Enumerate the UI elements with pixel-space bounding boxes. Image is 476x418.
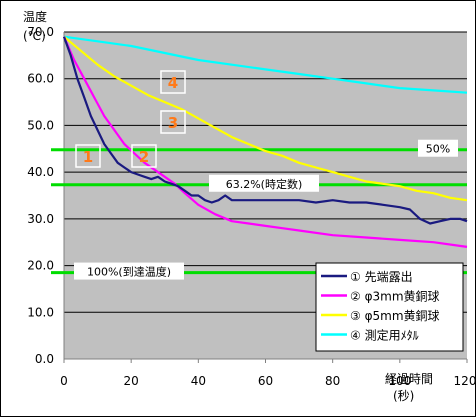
x-tick-label: 120 bbox=[454, 374, 476, 388]
reference-label-box bbox=[418, 139, 458, 157]
reference-label: 100%(到達温度) bbox=[87, 265, 171, 279]
series-marker-box bbox=[160, 70, 186, 94]
reference-label: 63.2%(時定数) bbox=[226, 177, 303, 191]
legend-entry: ② φ3mm黄銅球 bbox=[350, 290, 440, 304]
y-tick-label: 10.0 bbox=[27, 305, 54, 319]
x-tick-label: 40 bbox=[191, 374, 206, 388]
y-tick-label: 70.0 bbox=[27, 25, 54, 39]
x-tick-label: 80 bbox=[325, 374, 340, 388]
legend-entry: ① 先端露出 bbox=[350, 270, 413, 284]
series-line bbox=[63, 35, 468, 94]
legend-box bbox=[315, 262, 464, 352]
x-tick-label: 0 bbox=[60, 374, 68, 388]
y-tick-label: 0.0 bbox=[35, 352, 54, 366]
x-tick-label: 20 bbox=[124, 374, 139, 388]
series-line bbox=[62, 36, 468, 225]
y-axis-label: 温度 bbox=[23, 9, 47, 24]
reference-label-box bbox=[209, 174, 319, 192]
y-axis-unit: (℃) bbox=[23, 29, 46, 43]
x-axis-unit: (秒) bbox=[393, 389, 414, 403]
x-tick-label: 100 bbox=[388, 374, 411, 388]
reference-label-box bbox=[74, 262, 184, 280]
series-marker-box bbox=[131, 144, 157, 168]
series-line bbox=[63, 35, 468, 202]
legend-entry: ④ 測定用ﾒﾀﾙ bbox=[350, 328, 419, 343]
series-marker-label: 2 bbox=[139, 148, 149, 166]
series-marker-label: 4 bbox=[168, 74, 178, 92]
series-line bbox=[62, 36, 468, 248]
series-marker-label: 1 bbox=[83, 148, 93, 166]
reference-label: 50% bbox=[426, 143, 450, 156]
y-tick-label: 60.0 bbox=[27, 72, 54, 86]
y-tick-label: 40.0 bbox=[27, 165, 54, 179]
y-tick-label: 20.0 bbox=[27, 259, 54, 273]
legend-entry: ③ φ5mm黄銅球 bbox=[350, 309, 440, 323]
y-tick-label: 50.0 bbox=[27, 118, 54, 132]
x-tick-label: 60 bbox=[258, 374, 273, 388]
series-marker-label: 3 bbox=[168, 114, 178, 132]
series-marker-box bbox=[160, 110, 186, 134]
x-axis-label: 経過時間 bbox=[385, 372, 433, 386]
series-marker-box bbox=[75, 144, 101, 168]
y-tick-label: 30.0 bbox=[27, 212, 54, 226]
